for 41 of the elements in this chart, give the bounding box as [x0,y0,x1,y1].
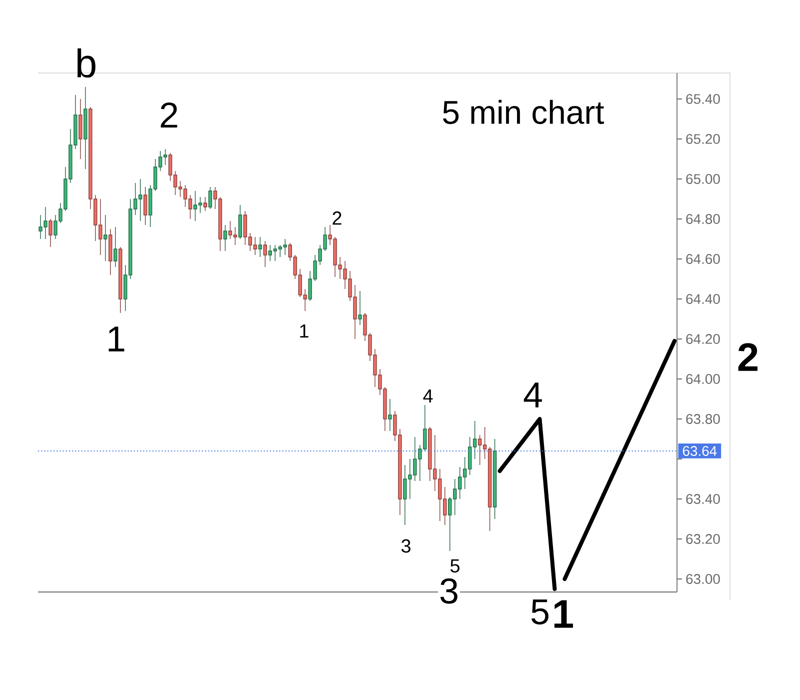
ref-line-label: 63.64 [682,446,717,456]
annotation: 5 [450,559,460,573]
annotation: 1 [108,326,124,352]
y-tick-label: 64.60 [686,254,720,264]
text: 2 [738,343,758,371]
annotation: 4 [423,389,433,403]
candlestick [263,240,267,268]
annotation: 1 [300,324,308,338]
candlestick [118,246,122,314]
y-tick-label: 63.80 [686,414,720,424]
y-tick-label: 63.00 [686,574,720,584]
y-tick-label: 64.40 [686,294,720,304]
candlestick [238,204,242,240]
candlestick [388,398,392,432]
y-tick-label: 64.00 [686,374,720,384]
candlestick [208,186,212,210]
y-tick-label: 65.20 [686,134,720,144]
candlestick [223,224,228,252]
annotation: b [77,48,96,78]
annotation: 4 [524,382,542,408]
annotation: 3 [401,539,410,553]
y-tick-label: 63.40 [686,494,720,504]
candlestick [84,86,88,170]
y-tick-label: 65.40 [686,94,720,104]
candlestick [358,290,362,326]
candlestick [203,196,208,212]
annotation: 2 [160,102,178,128]
candlestick [48,218,52,248]
candlestick [492,438,497,520]
annotation: 2 [332,211,342,225]
y-tick-label: 64.80 [686,214,720,224]
annotation: 3 [440,578,458,604]
text: 5 [531,599,548,625]
text: 5 min chart [443,100,604,124]
candlestick [108,228,112,276]
y-tick-label: 64.20 [686,334,720,344]
text: 1 [554,600,573,628]
y-tick-label: 63.20 [686,534,720,544]
candlestick [78,98,82,160]
y-tick-label: 65.00 [686,174,720,184]
candlestick [143,186,148,226]
